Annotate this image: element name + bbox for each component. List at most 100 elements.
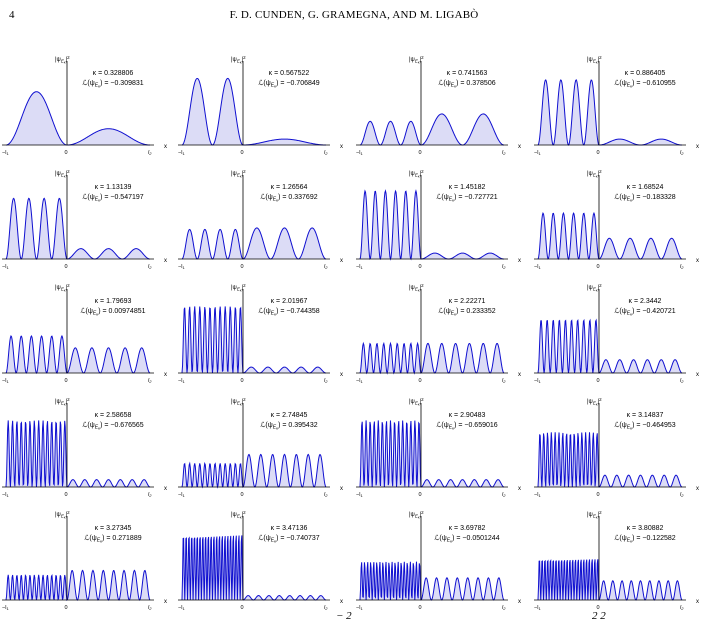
y-label-bar: | — [598, 57, 600, 63]
tick-right: l2 — [502, 264, 506, 270]
functional-sub: E — [447, 538, 451, 544]
panel-10: |ψEκ|2 κ = 2.01967 ℒ(ψEκ) = −0.744358 −l1 0 l… — [178, 283, 343, 384]
functional-sub: E — [451, 83, 455, 89]
y-label-bar: | — [66, 57, 68, 63]
y-label-sup: 2 — [67, 169, 70, 174]
kappa-label: κ = 0.741563 — [447, 70, 488, 77]
tick-right: l2 — [148, 605, 152, 611]
page-number: 4 — [9, 9, 15, 21]
functional-label: ℒ(ψEκ) = −0.0501244 — [434, 534, 499, 544]
panel-9: |ψEκ|2 κ = 1.79693 ℒ(ψEκ) = 0.00974851 −l1 0… — [2, 283, 167, 384]
y-label-sub: E — [415, 514, 419, 519]
panel-18: |ψEκ|2 κ = 3.47136 ℒ(ψEκ) = −0.740737 −l1 0 l… — [178, 510, 343, 611]
panel-fill — [360, 343, 504, 373]
panel-5: |ψEκ|2 κ = 1.13139 ℒ(ψEκ) = −0.547197 −l1 0 l… — [2, 169, 167, 270]
y-label-bar: | — [420, 171, 422, 177]
x-label: x — [696, 486, 699, 492]
functional-label: ℒ(ψEκ) = 0.271889 — [84, 534, 141, 544]
tick-right: l2 — [148, 264, 152, 270]
y-label-sup: 2 — [421, 55, 424, 60]
functional-label: ℒ(ψEκ) = −0.420721 — [614, 307, 675, 317]
functional-subsub: κ — [98, 84, 101, 89]
y-label-sup: 2 — [599, 169, 602, 174]
y-label-sub: E — [61, 287, 65, 292]
tick-left-sub: 1 — [538, 151, 541, 156]
functional-sub: E — [449, 197, 453, 203]
functional-label: ℒ(ψEκ) = 0.00974851 — [80, 307, 145, 317]
y-label-sup: 2 — [421, 283, 424, 288]
panel-17: |ψEκ|2 κ = 3.27345 ℒ(ψEκ) = 0.271889 −l1 0 l2… — [2, 510, 167, 611]
y-label: |ψEκ|2 — [409, 169, 424, 179]
tick-right-sub: 2 — [148, 606, 152, 611]
tick-left-sub: 1 — [360, 379, 363, 384]
functional-sub: E — [271, 538, 275, 544]
y-label-sub: E — [593, 514, 597, 519]
functional-label: ℒ(ψEκ) = 0.378506 — [438, 79, 495, 89]
tick-left: −l1 — [2, 378, 9, 384]
y-label-sub: E — [415, 401, 419, 406]
y-label-subsub: κ — [418, 61, 420, 65]
functional-sub: E — [95, 425, 99, 431]
kappa-label: κ = 3.69782 — [449, 525, 486, 532]
tick-left: −l1 — [178, 605, 185, 611]
tick-origin: 0 — [240, 378, 243, 384]
panel-7: |ψEκ|2 κ = 1.45182 ℒ(ψEκ) = −0.727721 −l1 0 l… — [356, 169, 521, 270]
functional-value: ) = −0.464953 — [632, 422, 676, 429]
y-label-sub: E — [237, 287, 241, 292]
footer-math-fragment-2: 2 2 — [592, 610, 606, 622]
y-label-subsub: κ — [240, 289, 242, 293]
kappa-label: κ = 3.80882 — [627, 525, 664, 532]
tick-right: l2 — [680, 605, 684, 611]
y-label-sub: E — [61, 514, 65, 519]
tick-left: −l1 — [534, 378, 541, 384]
functional-subsub: κ — [274, 539, 277, 544]
functional-sub: E — [273, 197, 277, 203]
tick-right: l2 — [680, 150, 684, 156]
y-label-subsub: κ — [596, 175, 598, 179]
functional-sub: E — [627, 311, 631, 317]
panel-curve — [181, 77, 326, 146]
functional-sub: E — [627, 197, 631, 203]
tick-left: −l1 — [178, 264, 185, 270]
tick-left-sub: 1 — [6, 151, 9, 156]
x-label: x — [340, 372, 343, 378]
tick-origin: 0 — [418, 492, 421, 498]
panel-3: |ψEκ|2 κ = 0.741563 ℒ(ψEκ) = 0.378506 −l1 0 l… — [356, 55, 521, 156]
functional-subsub: κ — [454, 84, 457, 89]
y-label-subsub: κ — [64, 403, 66, 407]
tick-left: −l1 — [534, 492, 541, 498]
y-label-bar: | — [420, 512, 422, 518]
panel-13: |ψEκ|2 κ = 2.58658 ℒ(ψEκ) = −0.676565 −l1 0 l… — [2, 397, 167, 498]
y-label-bar: | — [242, 399, 244, 405]
functional-label: ℒ(ψEκ) = −0.464953 — [614, 421, 675, 431]
panel-curve — [537, 211, 683, 261]
x-label: x — [696, 258, 699, 264]
tick-left-sub: 1 — [182, 493, 185, 498]
functional-value: ) = 0.378506 — [456, 80, 496, 87]
kappa-label: κ = 3.47136 — [271, 525, 308, 532]
y-label: |ψEκ|2 — [231, 510, 246, 520]
tick-origin: 0 — [596, 378, 599, 384]
tick-right: l2 — [324, 492, 328, 498]
y-label: |ψEκ|2 — [587, 397, 602, 407]
panel-12: |ψEκ|2 κ = 2.3442 ℒ(ψEκ) = −0.420721 −l1 0 l2… — [534, 283, 699, 384]
tick-right: l2 — [324, 378, 328, 384]
functional-value: ) = 0.233352 — [456, 308, 496, 315]
y-label-bar: | — [66, 171, 68, 177]
y-label: |ψEκ|2 — [409, 397, 424, 407]
tick-origin: 0 — [596, 264, 599, 270]
kappa-label: κ = 2.01967 — [271, 298, 308, 305]
kappa-label: κ = 2.90483 — [449, 412, 486, 419]
tick-right: l2 — [148, 150, 152, 156]
y-label-sup: 2 — [421, 510, 424, 515]
y-label-subsub: κ — [64, 516, 66, 520]
tick-left: −l1 — [534, 150, 541, 156]
y-label-bar: | — [598, 285, 600, 291]
kappa-label: κ = 0.886405 — [625, 70, 666, 77]
tick-left: −l1 — [356, 605, 363, 611]
tick-left-sub: 1 — [6, 265, 9, 270]
tick-right: l2 — [502, 605, 506, 611]
y-label-sub: E — [237, 514, 241, 519]
functional-sub: E — [449, 425, 453, 431]
functional-subsub: κ — [630, 312, 633, 317]
